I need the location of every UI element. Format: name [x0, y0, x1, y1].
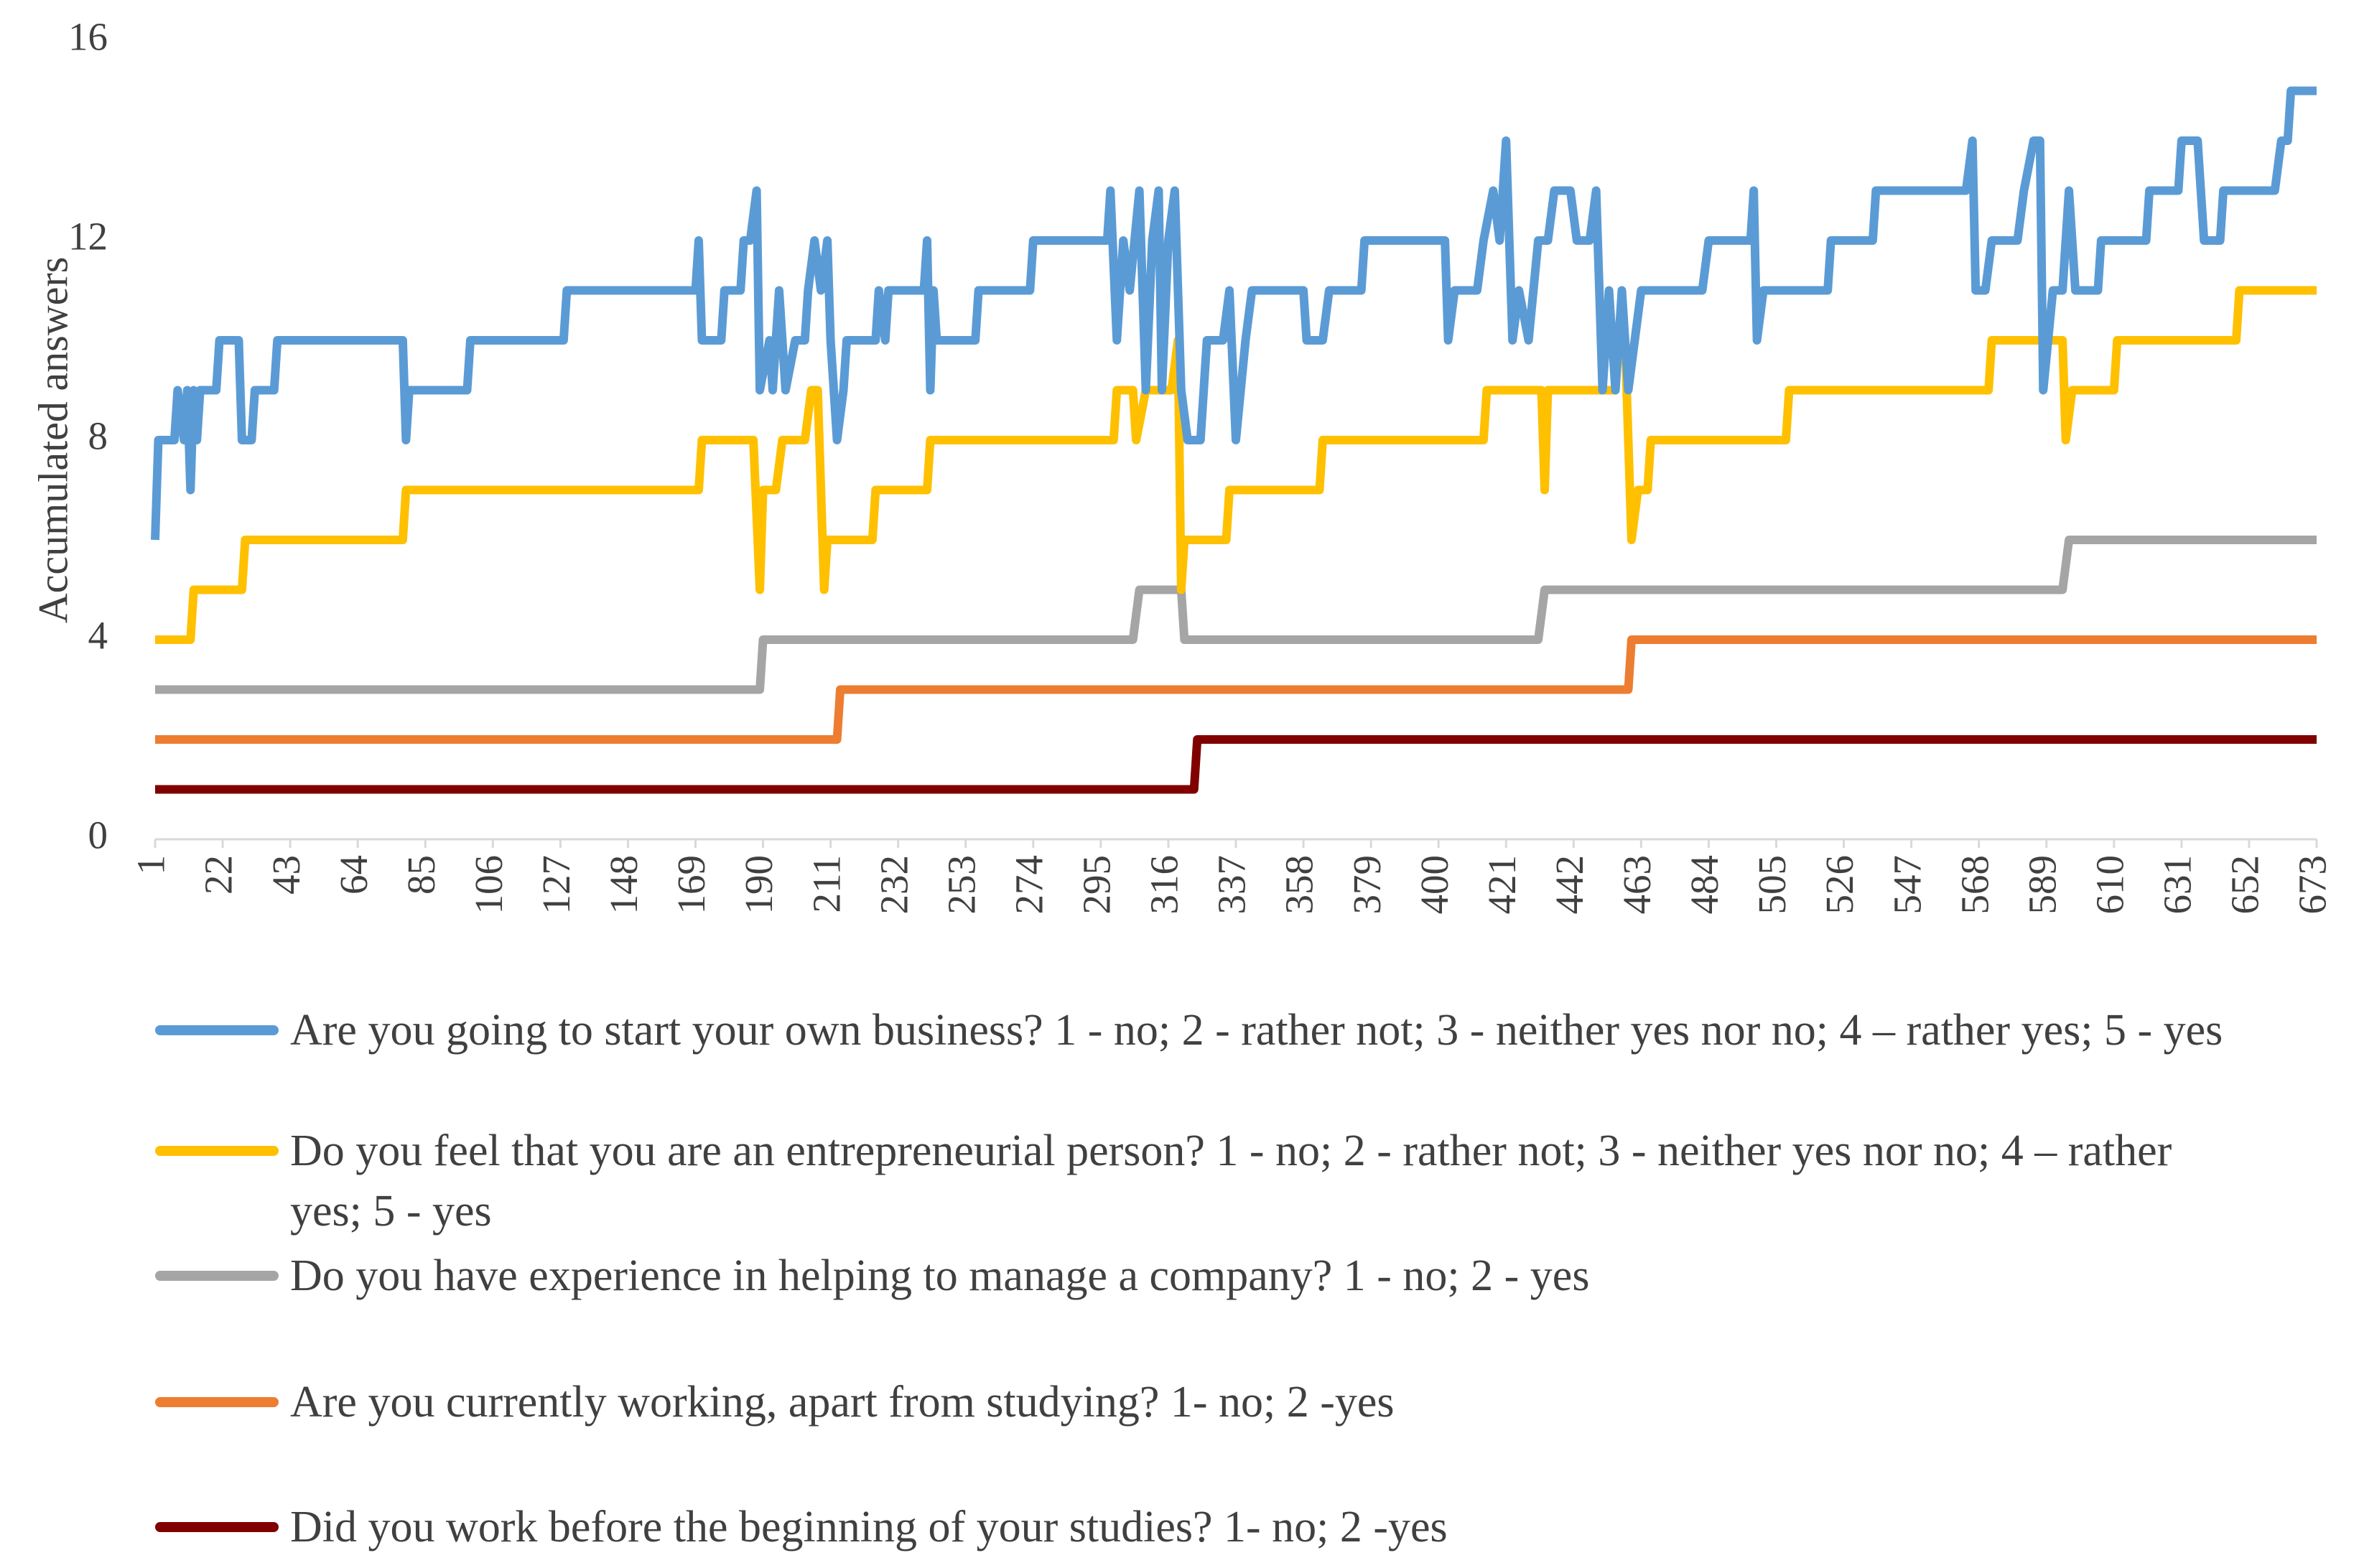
legend-label: Do you feel that you are an entrepreneur…	[290, 1126, 2172, 1236]
x-tick-label: 274	[1007, 855, 1051, 915]
x-tick-label: 85	[399, 855, 443, 895]
series-line	[155, 536, 2317, 694]
x-tick-label: 463	[1615, 855, 1659, 915]
series-line	[151, 86, 2317, 541]
legend-label: Do you have experience in helping to man…	[290, 1251, 1590, 1300]
x-tick-label: 1	[129, 855, 173, 875]
legend-label: Are you currently working, apart from st…	[290, 1378, 1395, 1427]
y-tick-label: 0	[88, 813, 108, 857]
x-tick-label: 169	[669, 855, 713, 915]
x-tick-label: 64	[332, 855, 376, 895]
x-tick-label: 505	[1750, 855, 1794, 915]
y-tick-label: 4	[88, 614, 108, 658]
legend-item: Do you feel that you are an entrepreneur…	[155, 1121, 2309, 1241]
x-tick-label: 358	[1278, 855, 1321, 915]
x-tick-label: 295	[1075, 855, 1119, 915]
x-tick-label: 211	[804, 855, 848, 913]
y-tick-label: 8	[88, 414, 108, 458]
x-tick-label: 673	[2291, 855, 2335, 915]
x-tick-label: 379	[1345, 855, 1389, 915]
legend-label: Are you going to start your own business…	[290, 1006, 2223, 1055]
x-tick-label: 631	[2156, 855, 2200, 915]
legend-swatch	[155, 1522, 279, 1532]
series-line	[155, 286, 2317, 644]
y-tick-label: 16	[68, 15, 108, 59]
y-tick-label: 12	[68, 215, 108, 258]
x-tick-label: 190	[737, 855, 781, 915]
x-tick-label: 442	[1548, 855, 1591, 915]
x-tick-label: 484	[1683, 855, 1726, 915]
x-tick-label: 400	[1413, 855, 1456, 915]
legend-swatch	[155, 1271, 279, 1281]
x-tick-label: 43	[264, 855, 308, 895]
x-tick-label: 421	[1480, 855, 1524, 915]
x-tick-label: 337	[1210, 855, 1254, 915]
x-tick-label: 127	[534, 855, 578, 915]
legend-item: Are you currently working, apart from st…	[155, 1372, 2309, 1432]
legend-item: Did you work before the beginning of you…	[155, 1497, 2309, 1557]
legend-item: Are you going to start your own business…	[155, 1000, 2309, 1060]
legend-swatch	[155, 1397, 279, 1407]
x-tick-label: 526	[1818, 855, 1861, 915]
x-tick-label: 253	[939, 855, 983, 915]
x-tick-label: 148	[602, 855, 646, 915]
x-tick-label: 589	[2020, 855, 2064, 915]
x-tick-label: 22	[197, 855, 241, 895]
y-axis-title: Accumulated answers	[29, 257, 76, 624]
x-tick-label: 232	[872, 855, 916, 915]
chart: Accumulated answers 0 4 8 12 16 1 22 43 64 85 106 1…	[29, 15, 2335, 915]
x-tick-label: 568	[1953, 855, 1996, 915]
x-tick-label: 106	[467, 855, 511, 915]
legend-label: Did you work before the beginning of you…	[290, 1503, 1448, 1551]
legend-swatch	[155, 1025, 279, 1035]
series-line	[155, 735, 2317, 794]
x-tick-label: 316	[1143, 855, 1186, 915]
legend-swatch	[155, 1146, 279, 1156]
series-line	[155, 635, 2317, 744]
x-tick-label: 547	[1885, 855, 1929, 915]
x-tick-label: 652	[2223, 855, 2267, 915]
x-tick-label: 610	[2088, 855, 2131, 915]
legend-item: Do you have experience in helping to man…	[155, 1246, 2309, 1306]
